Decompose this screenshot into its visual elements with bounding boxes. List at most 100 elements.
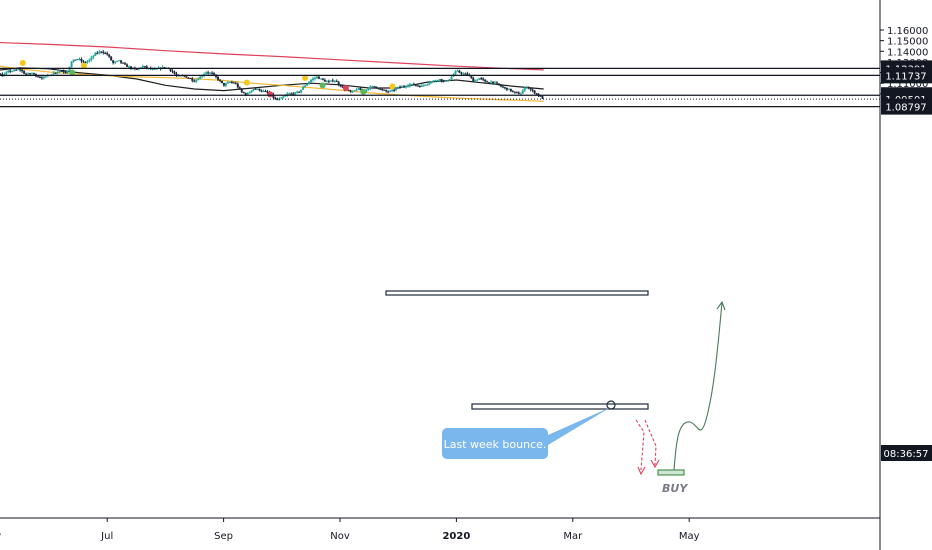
candle <box>187 77 190 79</box>
candle <box>373 86 376 88</box>
time-axis[interactable]: May Jul Sep Nov 2020 Mar May <box>0 518 700 542</box>
candle <box>404 85 407 89</box>
candle-body <box>458 70 461 73</box>
candle-body <box>135 68 138 70</box>
candle-body <box>511 91 514 93</box>
candle-body <box>498 83 501 86</box>
candle-body <box>209 72 212 74</box>
candle-body <box>385 90 388 92</box>
candle <box>496 81 499 85</box>
candle-body <box>393 89 396 91</box>
candle-body <box>426 83 429 85</box>
candle-body <box>195 79 198 82</box>
candle-body <box>60 70 63 72</box>
candle-body <box>371 86 374 88</box>
candle <box>523 87 526 92</box>
down-projection-arrow-2[interactable] <box>644 419 657 466</box>
candle <box>359 87 362 91</box>
candle <box>86 59 89 64</box>
candle-body <box>185 76 188 78</box>
candle <box>274 96 277 100</box>
candle-body <box>171 70 174 72</box>
candle-body <box>317 76 320 79</box>
candle-body <box>377 87 380 89</box>
candle <box>96 51 99 55</box>
candle-body <box>503 87 506 89</box>
candle-body <box>114 61 117 63</box>
candle <box>197 77 200 81</box>
candle-body <box>29 73 32 75</box>
candle-body <box>248 92 251 94</box>
candle <box>98 49 101 55</box>
candle-body <box>127 66 130 68</box>
candle-body <box>246 93 249 95</box>
time-tick-label: May <box>679 531 700 542</box>
candle-body <box>347 89 350 91</box>
candle <box>365 89 368 93</box>
candle <box>54 72 57 75</box>
candle-body <box>224 83 227 86</box>
candle <box>436 79 439 82</box>
candle-body <box>507 88 510 90</box>
price-label: 1.11737 <box>881 67 932 84</box>
price-label-text: 1.11737 <box>885 71 926 82</box>
candle <box>258 88 261 92</box>
candle <box>102 50 105 55</box>
candle <box>484 79 487 84</box>
candle-body <box>474 80 477 82</box>
candle <box>381 87 384 92</box>
candle <box>92 55 95 60</box>
candle <box>410 83 413 86</box>
candle-body <box>509 88 512 92</box>
candle-body <box>155 68 158 70</box>
candle-body <box>250 90 253 93</box>
candle <box>399 85 402 89</box>
recovery-projection-path[interactable] <box>673 301 723 471</box>
candle-body <box>9 70 12 72</box>
candle-body <box>403 86 406 88</box>
candle <box>218 78 221 83</box>
candle-body <box>337 81 340 85</box>
candle <box>70 60 73 68</box>
candle-body <box>523 87 526 91</box>
candle <box>503 86 506 90</box>
candle <box>403 84 406 88</box>
candle <box>327 79 330 83</box>
callout-text: Last week bounce. <box>444 438 547 451</box>
candle-body <box>72 59 75 63</box>
support-zone-box[interactable] <box>471 403 649 410</box>
candle-body <box>359 88 362 91</box>
buy-zone-box[interactable] <box>657 469 685 476</box>
candle-body <box>496 82 499 84</box>
candle <box>426 83 429 86</box>
candle-body <box>145 66 148 69</box>
candle <box>507 88 510 90</box>
candle <box>125 63 128 67</box>
candle-body <box>448 79 451 81</box>
signal-dot <box>389 83 396 90</box>
candle-body <box>141 66 144 68</box>
callout-bubble <box>442 428 548 459</box>
candle-body <box>466 73 469 75</box>
candle-body <box>169 68 172 71</box>
candle-body <box>420 85 423 87</box>
candle <box>494 80 497 85</box>
candle <box>88 58 91 63</box>
candle <box>458 69 461 74</box>
time-tick-label: 2020 <box>442 531 470 542</box>
candle <box>122 62 125 64</box>
callout-last-week-bounce[interactable]: Last week bounce. <box>442 407 611 459</box>
callout-pointer <box>548 407 611 445</box>
candle <box>323 78 326 83</box>
resistance-zone-box[interactable] <box>385 290 649 296</box>
candle <box>490 80 493 83</box>
drawings[interactable]: BUY Last week bounce. <box>385 290 726 495</box>
candle-body <box>52 72 55 75</box>
candle <box>371 85 374 88</box>
bounce-circle-marker[interactable] <box>606 400 616 410</box>
horizontal-levels[interactable] <box>0 67 880 108</box>
candle <box>124 61 127 65</box>
candle-body <box>125 64 128 67</box>
candle-body <box>410 83 413 85</box>
